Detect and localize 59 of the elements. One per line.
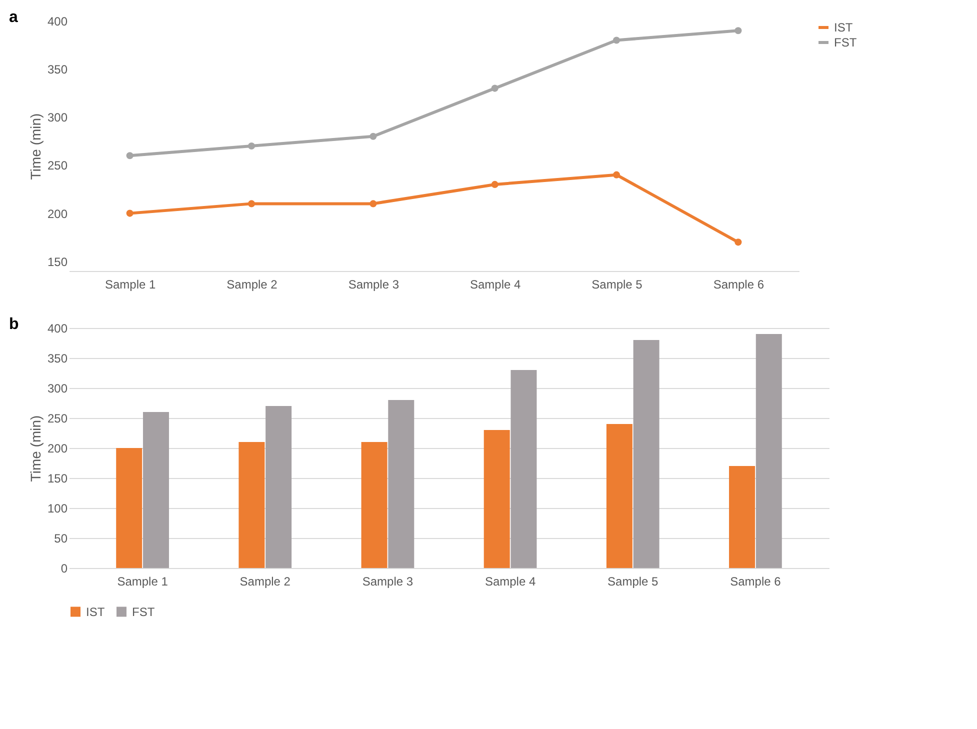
- bar: [361, 442, 388, 568]
- point: [370, 132, 377, 140]
- bar: [142, 412, 169, 568]
- point: [612, 36, 620, 44]
- x-tick-label: Sample 3: [362, 574, 414, 588]
- point: [370, 200, 377, 208]
- y-axis-title: Time (min): [27, 113, 44, 180]
- point: [491, 180, 498, 188]
- x-tick-label: Sample 5: [592, 278, 643, 292]
- y-tick-label: 350: [47, 62, 68, 77]
- point: [248, 142, 256, 150]
- bar: [633, 340, 660, 568]
- bar: [510, 370, 537, 568]
- text: a: [9, 9, 18, 26]
- text: b: [9, 316, 19, 333]
- y-tick-label: 250: [47, 158, 68, 173]
- bar: [116, 448, 142, 568]
- point: [612, 171, 620, 178]
- x-tick-label: Sample 1: [117, 574, 168, 588]
- bar: [606, 424, 632, 568]
- legend-label: IST: [86, 604, 106, 619]
- y-tick-label: 300: [47, 110, 68, 125]
- legend-label: IST: [834, 20, 854, 34]
- x-tick-label: Sample 2: [240, 574, 291, 588]
- bar: [756, 334, 782, 568]
- legend-label: FST: [834, 36, 858, 50]
- y-tick-label: 100: [47, 502, 68, 516]
- y-tick-label: 350: [47, 352, 68, 366]
- y-tick-label: 400: [47, 322, 68, 336]
- y-tick-label: 150: [47, 472, 68, 486]
- y-tick-label: 300: [47, 382, 68, 396]
- y-tick-label: 200: [47, 206, 68, 221]
- point: [491, 84, 498, 92]
- x-tick-label: Sample 1: [104, 278, 156, 292]
- bar: [484, 430, 510, 568]
- y-tick-label: 0: [60, 562, 68, 576]
- x-tick-label: Sample 3: [348, 278, 400, 292]
- y-tick-label: 400: [47, 14, 68, 28]
- legend-label: FST: [132, 604, 156, 619]
- y-tick-label: 50: [54, 532, 68, 546]
- point: [248, 200, 256, 208]
- x-tick-label: Sample 4: [470, 278, 522, 292]
- point: [126, 152, 134, 160]
- bar: [266, 406, 292, 568]
- x-tick-label: Sample 4: [484, 574, 536, 588]
- bar: [238, 442, 265, 568]
- point: [734, 27, 742, 34]
- bar: [388, 400, 414, 568]
- y-tick-label: 200: [47, 442, 68, 456]
- x-tick-label: Sample 5: [608, 574, 659, 588]
- x-tick-label: Sample 6: [713, 278, 764, 292]
- x-tick-label: Sample 6: [730, 574, 782, 588]
- y-tick-label: 250: [47, 412, 68, 426]
- y-axis-title: Time (min): [27, 415, 44, 482]
- point: [734, 238, 742, 246]
- x-tick-label: Sample 2: [226, 278, 278, 292]
- y-tick-label: 150: [47, 254, 68, 269]
- bar: [729, 466, 756, 568]
- point: [126, 210, 134, 217]
